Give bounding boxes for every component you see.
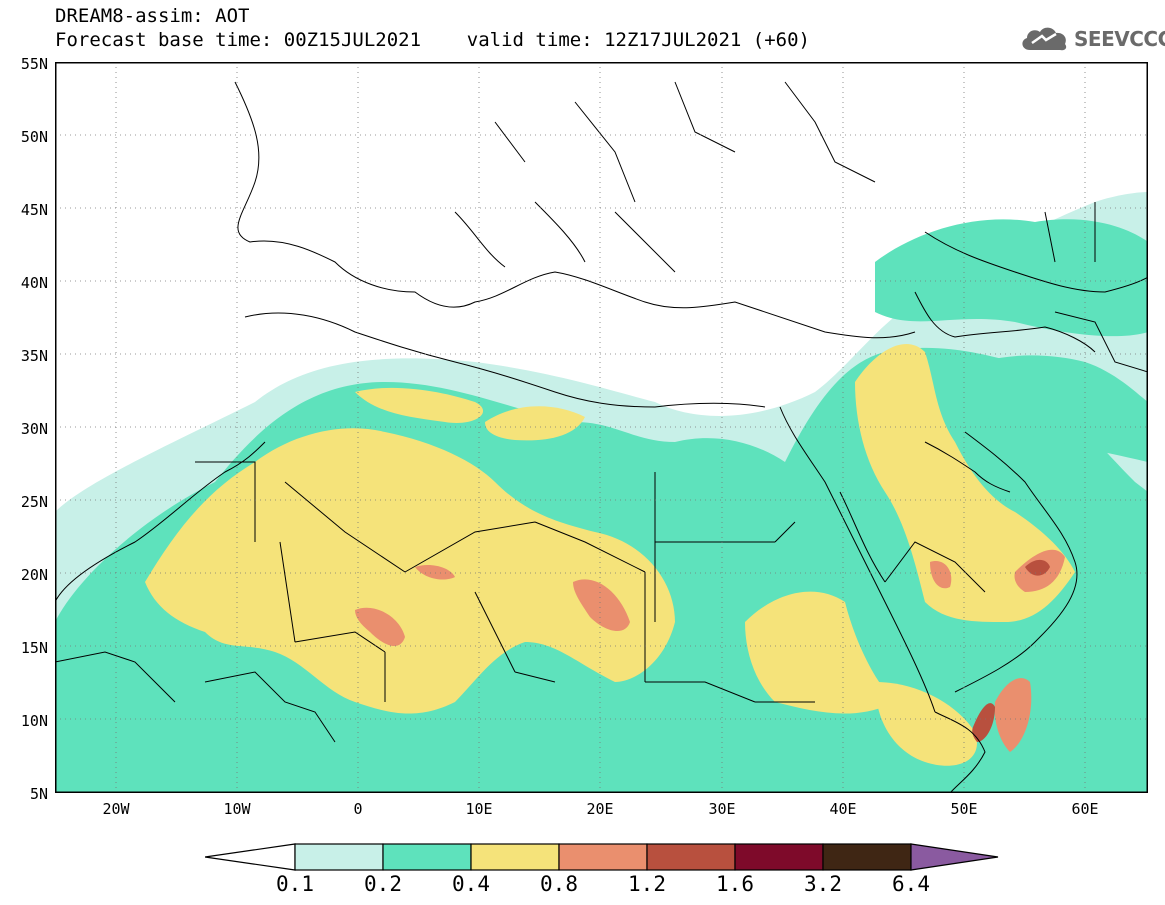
colorbar-low-arrow <box>205 843 296 871</box>
cloud-logo-icon <box>1022 27 1067 51</box>
colorbar-label-1-2: 1.2 <box>628 872 666 896</box>
aot-map <box>55 62 1148 793</box>
aot-contour-0-8 <box>355 549 1065 752</box>
colorbar-segment-0-1 <box>294 843 384 871</box>
colorbar-segment-3-2 <box>822 843 912 871</box>
lat-label-50n: 50N <box>20 128 48 146</box>
lon-label-30e: 30E <box>708 800 736 818</box>
logo-text: SEEVCCC <box>1074 27 1165 51</box>
colorbar-segment-0-4 <box>470 843 560 871</box>
lat-label-40n: 40N <box>20 274 48 292</box>
lat-label-30n: 30N <box>20 420 48 438</box>
colorbar-label-0-1: 0.1 <box>276 872 314 896</box>
lon-label-10w: 10W <box>223 800 251 818</box>
aot-colorbar <box>205 843 999 871</box>
colorbar-segment-1-2 <box>646 843 736 871</box>
colorbar-label-0-2: 0.2 <box>364 872 402 896</box>
lon-label-0: 0 <box>353 800 363 818</box>
lon-label-10e: 10E <box>465 800 493 818</box>
lat-label-20n: 20N <box>20 566 48 584</box>
aot-contour-0-4 <box>145 343 1075 766</box>
lon-label-60e: 60E <box>1071 800 1099 818</box>
colorbar-label-3-2: 3.2 <box>804 872 842 896</box>
lat-label-55n: 55N <box>20 55 48 73</box>
colorbar-label-0-8: 0.8 <box>540 872 578 896</box>
lat-label-15n: 15N <box>20 639 48 657</box>
lat-label-45n: 45N <box>20 201 48 219</box>
colorbar-high-arrow <box>910 843 999 871</box>
lat-label-10n: 10N <box>20 712 48 730</box>
lon-label-40e: 40E <box>829 800 857 818</box>
colorbar-label-0-4: 0.4 <box>452 872 490 896</box>
map-title: DREAM8-assim: AOT <box>55 5 250 27</box>
forecast-time-line: Forecast base time: 00Z15JUL2021 valid t… <box>55 29 810 51</box>
lon-label-20e: 20E <box>586 800 614 818</box>
map-gridlines <box>55 62 1148 793</box>
lat-label-5n: 5N <box>29 785 48 803</box>
lat-label-35n: 35N <box>20 347 48 365</box>
lat-label-25n: 25N <box>20 493 48 511</box>
colorbar-segment-0-8 <box>558 843 648 871</box>
colorbar-label-6-4: 6.4 <box>892 872 930 896</box>
colorbar-segment-0-2 <box>382 843 472 871</box>
colorbar-label-1-6: 1.6 <box>716 872 754 896</box>
map-border <box>55 62 1148 793</box>
lon-label-20w: 20W <box>102 800 130 818</box>
lon-label-50e: 50E <box>950 800 978 818</box>
seevccc-logo: SEEVCCC <box>1018 24 1165 54</box>
colorbar-segment-1-6 <box>734 843 824 871</box>
coastlines <box>55 81 1148 793</box>
aot-contour-1-2 <box>972 559 1050 742</box>
